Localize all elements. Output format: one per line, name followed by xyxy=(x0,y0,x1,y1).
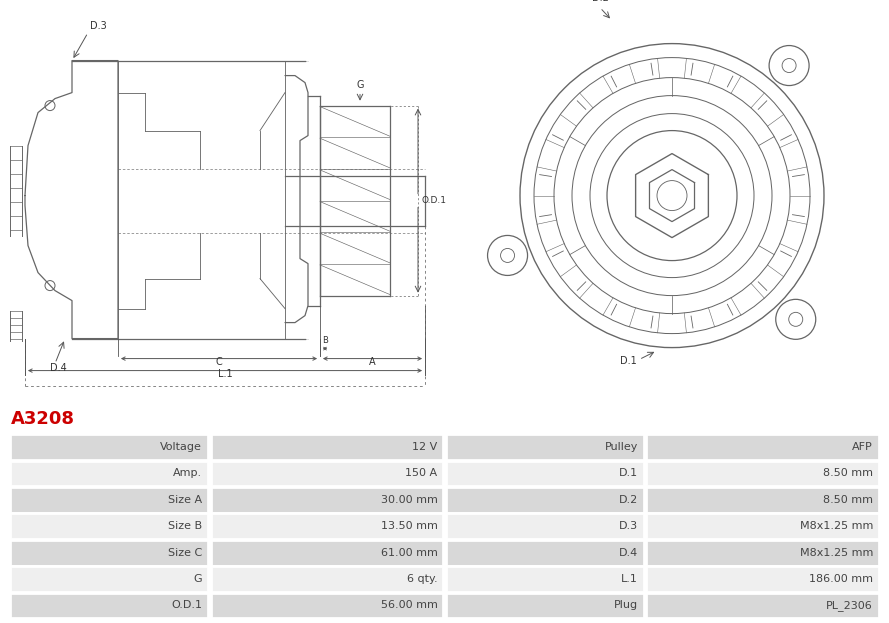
FancyBboxPatch shape xyxy=(211,487,444,513)
FancyBboxPatch shape xyxy=(445,592,644,619)
FancyBboxPatch shape xyxy=(10,487,208,513)
Text: M8x1.25 mm: M8x1.25 mm xyxy=(800,548,873,558)
FancyBboxPatch shape xyxy=(445,434,644,460)
Text: D.1: D.1 xyxy=(621,356,637,366)
FancyBboxPatch shape xyxy=(646,434,879,460)
FancyBboxPatch shape xyxy=(10,513,208,539)
FancyBboxPatch shape xyxy=(646,592,879,619)
Text: Pulley: Pulley xyxy=(605,442,638,452)
FancyBboxPatch shape xyxy=(445,513,644,539)
FancyBboxPatch shape xyxy=(445,460,644,487)
Text: O.D.1: O.D.1 xyxy=(422,196,447,205)
Text: O.D.1: O.D.1 xyxy=(172,601,202,611)
FancyBboxPatch shape xyxy=(445,540,644,566)
Text: 186.00 mm: 186.00 mm xyxy=(809,574,873,584)
Text: 61.00 mm: 61.00 mm xyxy=(380,548,437,558)
FancyBboxPatch shape xyxy=(10,460,208,487)
Text: 56.00 mm: 56.00 mm xyxy=(380,601,437,611)
FancyBboxPatch shape xyxy=(10,540,208,566)
FancyBboxPatch shape xyxy=(211,434,444,460)
FancyBboxPatch shape xyxy=(211,513,444,539)
Text: D.2: D.2 xyxy=(592,0,609,2)
Text: 12 V: 12 V xyxy=(412,442,437,452)
Text: Voltage: Voltage xyxy=(160,442,202,452)
Text: D.2: D.2 xyxy=(619,495,638,505)
FancyBboxPatch shape xyxy=(211,540,444,566)
Text: C: C xyxy=(216,356,222,366)
Text: B: B xyxy=(322,336,328,345)
Text: G: G xyxy=(356,80,364,90)
Text: D.4: D.4 xyxy=(50,363,67,373)
Text: 13.50 mm: 13.50 mm xyxy=(380,521,437,531)
Text: 8.50 mm: 8.50 mm xyxy=(823,468,873,478)
Text: L.1: L.1 xyxy=(621,574,638,584)
Text: Amp.: Amp. xyxy=(173,468,202,478)
FancyBboxPatch shape xyxy=(646,513,879,539)
Text: D.3: D.3 xyxy=(619,521,638,531)
Text: 6 qty.: 6 qty. xyxy=(407,574,437,584)
FancyBboxPatch shape xyxy=(646,460,879,487)
Text: G: G xyxy=(194,574,202,584)
FancyBboxPatch shape xyxy=(10,434,208,460)
Text: Plug: Plug xyxy=(613,601,638,611)
Text: D.4: D.4 xyxy=(619,548,638,558)
FancyBboxPatch shape xyxy=(211,566,444,592)
FancyBboxPatch shape xyxy=(646,487,879,513)
FancyBboxPatch shape xyxy=(10,566,208,592)
Text: A: A xyxy=(369,356,375,366)
FancyBboxPatch shape xyxy=(10,592,208,619)
FancyBboxPatch shape xyxy=(211,592,444,619)
Text: 30.00 mm: 30.00 mm xyxy=(380,495,437,505)
FancyBboxPatch shape xyxy=(646,566,879,592)
FancyBboxPatch shape xyxy=(445,487,644,513)
Text: D.3: D.3 xyxy=(90,21,107,31)
Text: D.1: D.1 xyxy=(619,468,638,478)
FancyBboxPatch shape xyxy=(646,540,879,566)
Text: PL_2306: PL_2306 xyxy=(827,600,873,611)
Text: AFP: AFP xyxy=(853,442,873,452)
Text: Size C: Size C xyxy=(168,548,202,558)
Text: L.1: L.1 xyxy=(218,369,232,379)
FancyBboxPatch shape xyxy=(211,460,444,487)
Text: 150 A: 150 A xyxy=(405,468,437,478)
Text: Size A: Size A xyxy=(168,495,202,505)
Text: 8.50 mm: 8.50 mm xyxy=(823,495,873,505)
Text: Size B: Size B xyxy=(168,521,202,531)
Text: M8x1.25 mm: M8x1.25 mm xyxy=(800,521,873,531)
FancyBboxPatch shape xyxy=(445,566,644,592)
Text: A3208: A3208 xyxy=(11,411,75,429)
